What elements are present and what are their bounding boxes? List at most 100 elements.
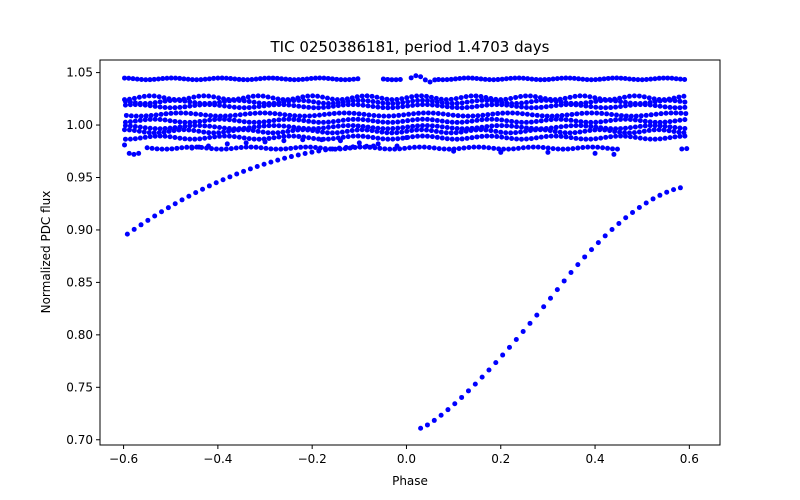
data-point: [271, 118, 277, 124]
data-point: [528, 105, 534, 111]
data-point: [449, 125, 455, 131]
data-point: [416, 144, 422, 150]
data-point: [379, 95, 385, 101]
data-point: [535, 144, 541, 150]
data-point: [197, 123, 203, 129]
data-point: [391, 113, 397, 119]
data-point: [553, 133, 559, 139]
data-point: [509, 123, 515, 129]
data-point: [677, 105, 683, 111]
data-point: [241, 135, 247, 141]
data-point: [622, 99, 628, 105]
data-point: [418, 74, 424, 80]
data-point: [365, 98, 371, 104]
data-point: [168, 110, 174, 116]
data-point: [275, 130, 281, 136]
data-point: [459, 119, 465, 125]
data-point: [161, 129, 167, 135]
data-point: [424, 93, 429, 99]
data-point: [652, 136, 658, 142]
data-point: [562, 95, 568, 101]
data-point: [489, 133, 495, 139]
data-point: [534, 112, 540, 118]
data-point: [585, 144, 591, 150]
data-point: [385, 76, 391, 82]
data-point: [494, 117, 500, 123]
data-point: [144, 145, 150, 151]
data-point: [251, 136, 257, 142]
data-point: [278, 146, 284, 152]
data-point: [288, 154, 294, 160]
data-point: [580, 76, 586, 82]
data-point: [395, 104, 401, 110]
data-point: [436, 146, 442, 152]
data-point: [601, 76, 607, 82]
data-point: [682, 117, 688, 123]
data-point: [246, 119, 252, 125]
data-point: [339, 129, 345, 135]
data-point: [350, 133, 356, 139]
data-point: [668, 110, 674, 116]
data-point: [660, 75, 666, 81]
data-point: [308, 76, 314, 82]
data-point: [662, 98, 668, 103]
data-point: [647, 136, 653, 142]
data-point: [454, 119, 460, 125]
data-point: [501, 146, 507, 152]
data-point: [252, 110, 258, 116]
data-point: [414, 93, 420, 99]
data-point: [520, 329, 526, 335]
data-point: [438, 412, 444, 418]
data-point: [672, 118, 678, 124]
data-point: [296, 133, 302, 139]
data-point: [132, 118, 138, 124]
data-point: [345, 102, 351, 108]
data-point: [231, 104, 237, 110]
data-point: [513, 337, 519, 342]
data-point: [635, 77, 641, 83]
data-point: [268, 146, 274, 152]
data-point: [266, 123, 272, 129]
data-point: [317, 75, 323, 81]
data-point: [305, 93, 311, 99]
data-point: [405, 118, 411, 124]
data-point: [182, 119, 188, 125]
data-point: [563, 134, 569, 140]
data-point: [270, 75, 276, 81]
data-point: [573, 102, 579, 108]
data-point: [510, 146, 516, 152]
data-point: [512, 75, 518, 81]
data-point: [677, 185, 683, 191]
data-point: [349, 128, 355, 134]
data-point: [247, 111, 253, 117]
data-point: [321, 75, 327, 81]
data-point: [254, 164, 260, 170]
data-point: [157, 133, 163, 139]
data-point: [320, 100, 326, 106]
data-point: [291, 77, 297, 83]
data-point: [656, 127, 662, 133]
data-point: [399, 129, 405, 135]
data-point: [613, 104, 619, 110]
data-point: [489, 116, 495, 122]
data-point: [603, 97, 609, 103]
data-point: [409, 128, 415, 134]
data-point: [597, 76, 603, 82]
data-point: [446, 146, 452, 152]
data-point: [494, 123, 500, 129]
data-point: [672, 124, 678, 130]
data-point: [395, 100, 401, 106]
data-point: [172, 118, 178, 124]
data-point: [406, 111, 412, 117]
data-point: [662, 123, 668, 129]
data-point: [504, 102, 510, 108]
data-point: [168, 75, 174, 81]
data-point: [639, 77, 645, 83]
data-point: [519, 119, 525, 125]
data-point: [618, 75, 624, 81]
data-point: [159, 146, 165, 152]
data-point: [513, 94, 519, 100]
data-point: [287, 77, 293, 83]
data-point: [167, 105, 173, 111]
data-point: [377, 145, 383, 151]
